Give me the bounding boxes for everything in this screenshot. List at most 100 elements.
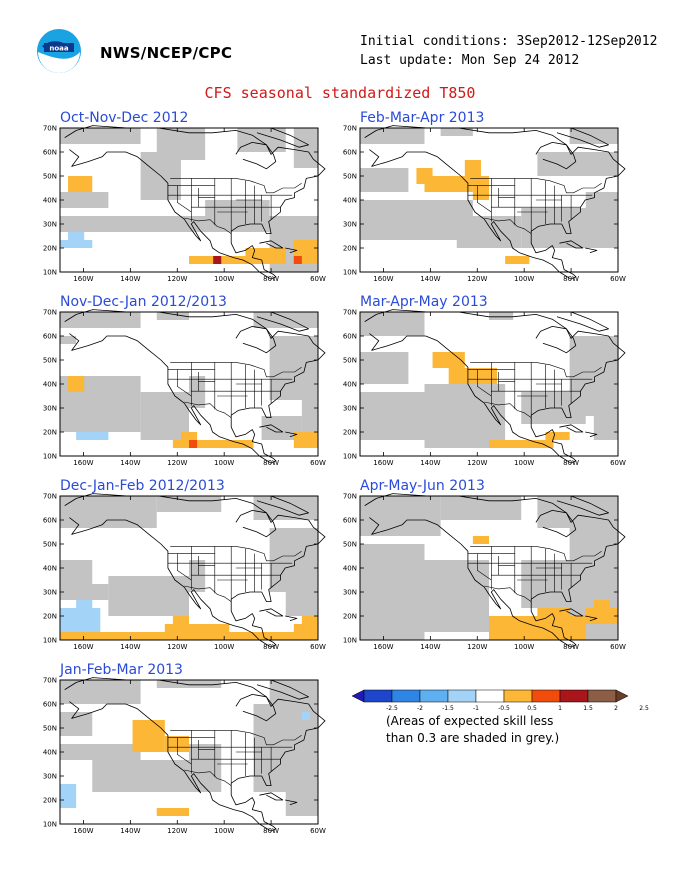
low-skill-area: [60, 560, 93, 584]
legend-swatch: [615, 689, 629, 703]
lon-label: 100W: [214, 643, 234, 651]
low-skill-area: [92, 760, 189, 792]
lon-label: 120W: [167, 275, 187, 283]
lon-label: 160W: [373, 275, 393, 283]
lon-label: 100W: [214, 459, 234, 467]
lat-label: 40N: [43, 381, 57, 389]
low-skill-area: [108, 576, 189, 616]
anomaly-area-lightblue: [76, 600, 93, 608]
lon-label: 60W: [310, 827, 326, 835]
lat-label: 40N: [343, 565, 357, 573]
anomaly-area-orange: [172, 616, 189, 624]
lat-label: 40N: [343, 197, 357, 205]
anomaly-area-orange: [164, 624, 230, 632]
lat-label: 60N: [43, 701, 57, 709]
lon-label: 60W: [610, 459, 626, 467]
lat-label: 30N: [343, 221, 357, 229]
panel-title-fma: Feb-Mar-Apr 2013: [360, 110, 485, 126]
anomaly-area-orange: [245, 248, 286, 264]
low-skill-area: [60, 496, 157, 528]
lat-label: 50N: [43, 173, 57, 181]
low-skill-area: [537, 152, 618, 176]
anomaly-area-lightblue: [301, 712, 310, 720]
coastline: [64, 493, 326, 648]
anomaly-area-lightblue: [68, 232, 85, 240]
organization-name: NWS/NCEP/CPC: [100, 44, 233, 62]
map-svg: 70N 60N 50N 40N 30N 20N 10N 160W 140W 120W 100W 80W…: [43, 125, 326, 284]
legend-tick-label: 1.5: [583, 705, 593, 712]
anomaly-area-orange: [189, 256, 286, 264]
lat-label: 30N: [343, 405, 357, 413]
lon-label: 140W: [120, 643, 140, 651]
lat-label: 40N: [43, 197, 57, 205]
anomaly-area-orange: [472, 536, 489, 544]
lat-label: 70N: [343, 309, 357, 317]
anomaly-area-orange: [593, 600, 610, 608]
panel-title-amj: Apr-May-Jun 2013: [360, 478, 485, 494]
map-svg: 70N 60N 50N 40N 30N 20N 10N 160W 140W 120W 100W 80W…: [343, 493, 626, 652]
lon-label: 60W: [610, 643, 626, 651]
legend-tick-label: 2: [614, 705, 618, 712]
lat-label: 70N: [43, 309, 57, 317]
low-skill-area: [489, 312, 514, 320]
map-panel-djf: 70N 60N 50N 40N 30N 20N 10N 160W 140W 120W 100W 80W…: [43, 493, 326, 652]
low-skill-area: [60, 312, 141, 328]
legend-tick-label: -2: [417, 705, 423, 712]
lat-label: 50N: [43, 541, 57, 549]
lat-label: 20N: [43, 245, 57, 253]
anomaly-area-orange: [156, 808, 189, 816]
lat-label: 20N: [43, 429, 57, 437]
lon-label: 100W: [214, 827, 234, 835]
coastline: [364, 493, 626, 648]
political-boundaries: [467, 546, 602, 602]
lon-label: 100W: [514, 643, 534, 651]
panel-title-ond: Oct-Nov-Dec 2012: [60, 110, 189, 126]
lat-label: 30N: [43, 405, 57, 413]
low-skill-area: [585, 192, 618, 216]
coastline: [64, 125, 326, 280]
panel-title-mam: Mar-Apr-May 2013: [360, 294, 488, 310]
lon-label: 120W: [167, 459, 187, 467]
legend-swatch: [559, 689, 589, 703]
anomaly-area-orange: [585, 608, 618, 624]
anomaly-area-orange: [293, 432, 318, 448]
lon-label: 120W: [167, 643, 187, 651]
lat-label: 60N: [343, 149, 357, 157]
low-skill-area: [253, 312, 318, 328]
lon-label: 60W: [310, 459, 326, 467]
low-skill-area: [60, 712, 93, 736]
coastline: [364, 309, 626, 464]
low-skill-area: [156, 312, 189, 320]
low-skill-area: [360, 392, 425, 440]
low-skill-area: [156, 680, 222, 688]
lat-label: 30N: [43, 589, 57, 597]
low-skill-area: [189, 560, 206, 592]
legend-swatch: [587, 689, 617, 703]
low-skill-area: [360, 544, 425, 640]
lat-label: 60N: [43, 149, 57, 157]
lat-label: 50N: [43, 357, 57, 365]
legend-swatch: [475, 689, 505, 703]
lat-label: 20N: [343, 429, 357, 437]
anomaly-area-lightblue: [60, 784, 77, 808]
low-skill-area: [269, 336, 318, 400]
lat-label: 30N: [43, 773, 57, 781]
lat-label: 10N: [343, 637, 357, 645]
lon-label: 80W: [263, 275, 279, 283]
lon-label: 140W: [420, 275, 440, 283]
legend-swatch: [419, 689, 449, 703]
coastline: [64, 677, 326, 832]
legend-note-line2: than 0.3 are shaded in grey.): [386, 731, 560, 745]
low-skill-area: [269, 528, 318, 592]
lon-label: 160W: [373, 643, 393, 651]
lat-label: 10N: [43, 269, 57, 277]
coastline: [364, 125, 626, 280]
map-panel-mam: 70N 60N 50N 40N 30N 20N 10N 160W 140W 120W 100W 80W…: [343, 309, 626, 468]
low-skill-area: [440, 496, 522, 520]
lat-label: 30N: [43, 221, 57, 229]
lat-label: 10N: [43, 821, 57, 829]
anomaly-area-orange: [172, 440, 254, 448]
political-boundaries: [167, 362, 302, 418]
anomaly-area-orange: [505, 256, 530, 264]
legend-swatch: [503, 689, 533, 703]
